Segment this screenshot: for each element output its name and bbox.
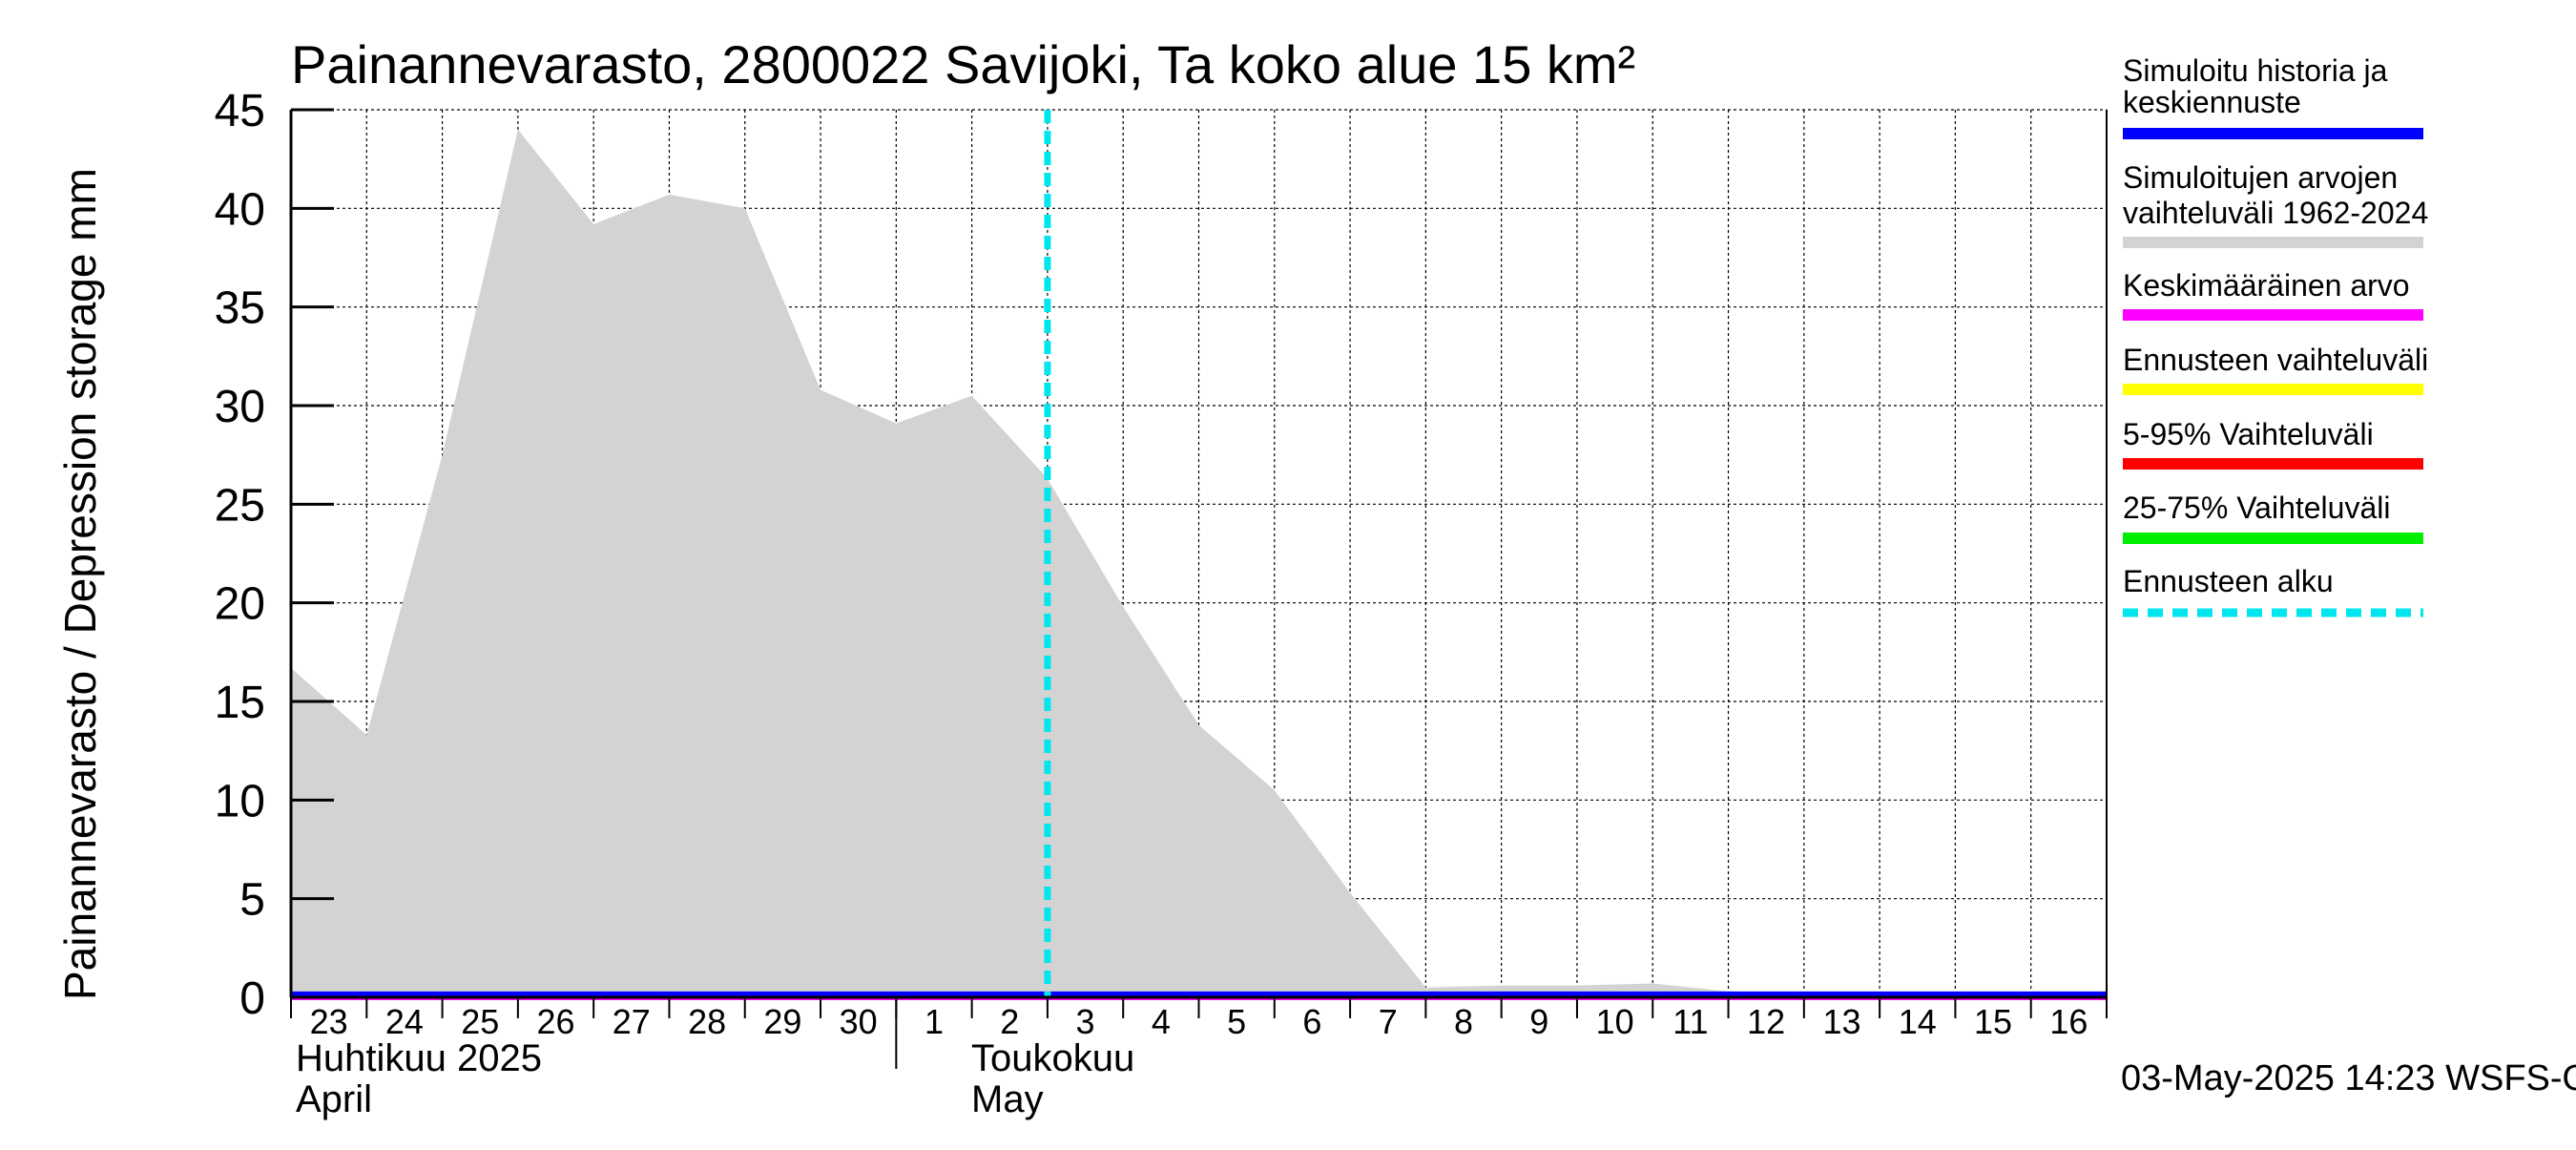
- month-label-may-en: May: [971, 1078, 1044, 1120]
- legend-label: 25-75% Vaihteluväli: [2123, 491, 2390, 525]
- legend-item: Keskimääräinen arvo: [2123, 268, 2423, 321]
- x-tick-label: 2: [1000, 1002, 1019, 1041]
- x-tick-label: 28: [688, 1002, 726, 1041]
- x-tick-label: 23: [310, 1002, 348, 1041]
- x-tick-label: 8: [1454, 1002, 1473, 1041]
- x-tick-label: 13: [1822, 1002, 1860, 1041]
- x-tick-label: 27: [613, 1002, 651, 1041]
- x-tick-label: 16: [2049, 1002, 2088, 1041]
- y-tick-label: 40: [215, 184, 265, 235]
- y-tick-label: 20: [215, 579, 265, 630]
- y-tick-label: 25: [215, 480, 265, 531]
- x-tick-label: 4: [1152, 1002, 1171, 1041]
- legend-label: Keskimääräinen arvo: [2123, 268, 2410, 303]
- legend-item: Ennusteen vaihteluväli: [2123, 343, 2428, 395]
- x-tick-label: 30: [840, 1002, 878, 1041]
- x-tick-label: 25: [461, 1002, 499, 1041]
- legend-item: 25-75% Vaihteluväli: [2123, 491, 2423, 544]
- legend-label-line: keskiennuste: [2123, 85, 2301, 119]
- y-axis-label: Painannevarasto / Depression storage mm: [55, 168, 105, 1000]
- y-tick-label: 0: [239, 973, 265, 1024]
- simulated-range-area: [291, 129, 2107, 997]
- axes: [289, 108, 2108, 1069]
- legend-label-line: vaihteluväli 1962-2024: [2123, 196, 2428, 230]
- x-tick-label: 9: [1529, 1002, 1548, 1041]
- x-tick-label: 10: [1596, 1002, 1634, 1041]
- y-tick-label: 15: [215, 678, 265, 728]
- legend-label-line: Simuloitujen arvojen: [2123, 160, 2398, 195]
- y-tick-label: 35: [215, 283, 265, 334]
- y-tick-label: 45: [215, 86, 265, 136]
- x-tick-label: 7: [1379, 1002, 1398, 1041]
- y-tick-label: 30: [215, 382, 265, 432]
- timestamp: 03-May-2025 14:23 WSFS-O: [2121, 1058, 2576, 1098]
- legend-label-line: Simuloitu historia ja: [2123, 53, 2388, 88]
- month-label-april-fi: Huhtikuu 2025: [296, 1037, 542, 1079]
- month-label-may-fi: Toukokuu: [971, 1037, 1134, 1079]
- x-tick-label: 14: [1899, 1002, 1937, 1041]
- x-tick-label: 11: [1672, 1002, 1708, 1041]
- legend-label: 5-95% Vaihteluväli: [2123, 417, 2374, 451]
- x-tick-label: 24: [385, 1002, 424, 1041]
- x-tick-label: 5: [1227, 1002, 1246, 1041]
- month-label-april-en: April: [296, 1078, 372, 1120]
- chart-title: Painannevarasto, 2800022 Savijoki, Ta ko…: [291, 34, 1635, 94]
- legend-item: Ennusteen alku: [2123, 564, 2423, 617]
- x-tick-label: 26: [536, 1002, 574, 1041]
- x-tick-label: 15: [1974, 1002, 2012, 1041]
- legend-label: Ennusteen alku: [2123, 564, 2334, 598]
- x-tick-label: 29: [763, 1002, 801, 1041]
- legend-item: Simuloitu historia jakeskiennusteSimuloi…: [2123, 53, 2423, 139]
- x-tick-label: 6: [1302, 1002, 1321, 1041]
- x-tick-label: 12: [1747, 1002, 1785, 1041]
- y-tick-label: 10: [215, 776, 265, 826]
- legend-item: 5-95% Vaihteluväli: [2123, 417, 2423, 470]
- y-tick-label: 5: [239, 875, 265, 926]
- legend-label: Ennusteen vaihteluväli: [2123, 343, 2428, 377]
- x-tick-label: 3: [1076, 1002, 1095, 1041]
- x-tick-label: 1: [924, 1002, 944, 1041]
